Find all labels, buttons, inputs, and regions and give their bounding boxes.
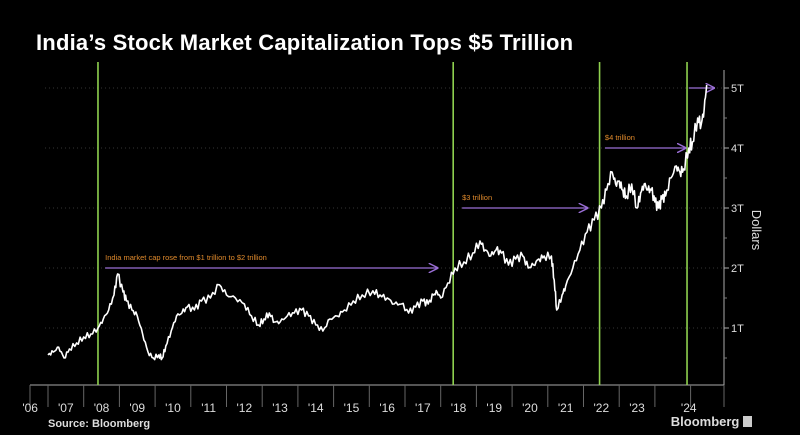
- x-tick-label: '19: [486, 401, 502, 415]
- y-tick-label: 4T: [731, 143, 744, 155]
- x-tick-label: '18: [451, 401, 467, 415]
- x-tick-label: '09: [129, 401, 145, 415]
- y-tick-label: 1T: [731, 323, 744, 335]
- x-tick-label: '06: [22, 401, 38, 415]
- x-tick-label: '08: [94, 401, 110, 415]
- chart-title: India’s Stock Market Capitalization Tops…: [36, 30, 574, 55]
- x-tick-label: '16: [379, 401, 395, 415]
- x-tick-label: '07: [58, 401, 74, 415]
- x-tick-label: '14: [308, 401, 324, 415]
- x-tick-label: '13: [272, 401, 288, 415]
- x-tick-label: '11: [201, 401, 216, 415]
- market-cap-line: [47, 84, 708, 361]
- y-tick-label: 3T: [731, 203, 744, 215]
- source-note: Source: Bloomberg: [48, 418, 151, 430]
- x-tick-label: '15: [344, 401, 360, 415]
- x-tick-label: '17: [415, 401, 431, 415]
- x-tick-label: '22: [594, 401, 610, 415]
- y-tick-label: 2T: [731, 263, 744, 275]
- x-tick-label: '20: [522, 401, 538, 415]
- annotation-label: $3 trillion: [462, 193, 492, 202]
- x-tick-label: '10: [165, 401, 181, 415]
- x-tick-label: '12: [237, 401, 253, 415]
- x-tick-label: '21: [558, 401, 574, 415]
- brand-logo: Bloomberg: [671, 414, 752, 429]
- y-axis-label: Dollars: [749, 210, 764, 251]
- bloomberg-icon: [743, 416, 752, 427]
- brand-text: Bloomberg: [670, 414, 740, 429]
- x-tick-label: '24: [681, 401, 697, 415]
- annotation-label: $4 trillion: [605, 133, 635, 142]
- x-tick-label: '23: [629, 401, 645, 415]
- annotation-label: India market cap rose from $1 trillion t…: [105, 253, 267, 262]
- y-tick-label: 5T: [731, 83, 744, 95]
